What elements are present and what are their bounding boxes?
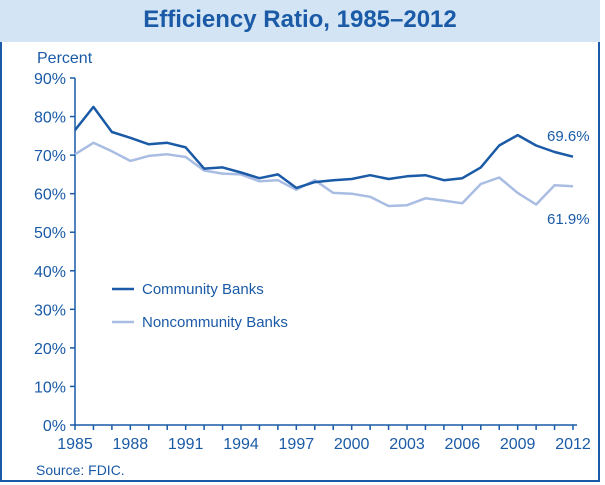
y-tick-label: 40%: [34, 264, 66, 281]
x-tick-label: 1985: [57, 436, 93, 453]
x-tick-label: 1991: [168, 436, 204, 453]
y-tick-label: 60%: [34, 187, 66, 204]
data-label: 61.9%: [547, 211, 590, 228]
legend-label: Noncommunity Banks: [142, 314, 288, 331]
series-line-noncommunity-banks: [74, 141, 574, 208]
source-note: Source: FDIC.: [36, 462, 125, 478]
chart-title: Efficiency Ratio, 1985–2012: [143, 6, 457, 33]
annotations: 69.6% 61.9%: [547, 128, 590, 228]
y-tick-label: 90%: [34, 71, 66, 88]
x-tick-label: 2012: [555, 436, 591, 453]
x-tick-label: 1994: [223, 436, 259, 453]
y-tick-label: 80%: [34, 110, 66, 127]
x-tick-label: 2003: [389, 436, 425, 453]
x-tick-label: 2000: [334, 436, 370, 453]
legend-label: Community Banks: [142, 281, 264, 298]
series-line-community-banks: [74, 105, 574, 190]
x-tick-label: 1988: [113, 436, 149, 453]
y-tick-label: 50%: [34, 225, 66, 242]
series-layer: [74, 105, 574, 208]
y-axis-label: Percent: [37, 50, 93, 67]
y-tick-label: 20%: [34, 341, 66, 358]
title-bar: Efficiency Ratio, 1985–2012: [0, 0, 600, 42]
y-tick-label: 30%: [34, 302, 66, 319]
legend: Community Banks Noncommunity Banks: [112, 281, 288, 331]
y-tick-label: 0%: [43, 418, 66, 435]
y-tick-label: 10%: [34, 379, 66, 396]
x-tick-label: 2006: [445, 436, 481, 453]
data-label: 69.6%: [547, 128, 590, 145]
y-tick-label: 70%: [34, 148, 66, 165]
axes: 0% 10% 20% 30% 40% 50% 60% 70% 80% 90% 1985 1988 199…: [34, 71, 591, 453]
x-tick-label: 2009: [500, 436, 536, 453]
x-tick-label: 1997: [279, 436, 315, 453]
